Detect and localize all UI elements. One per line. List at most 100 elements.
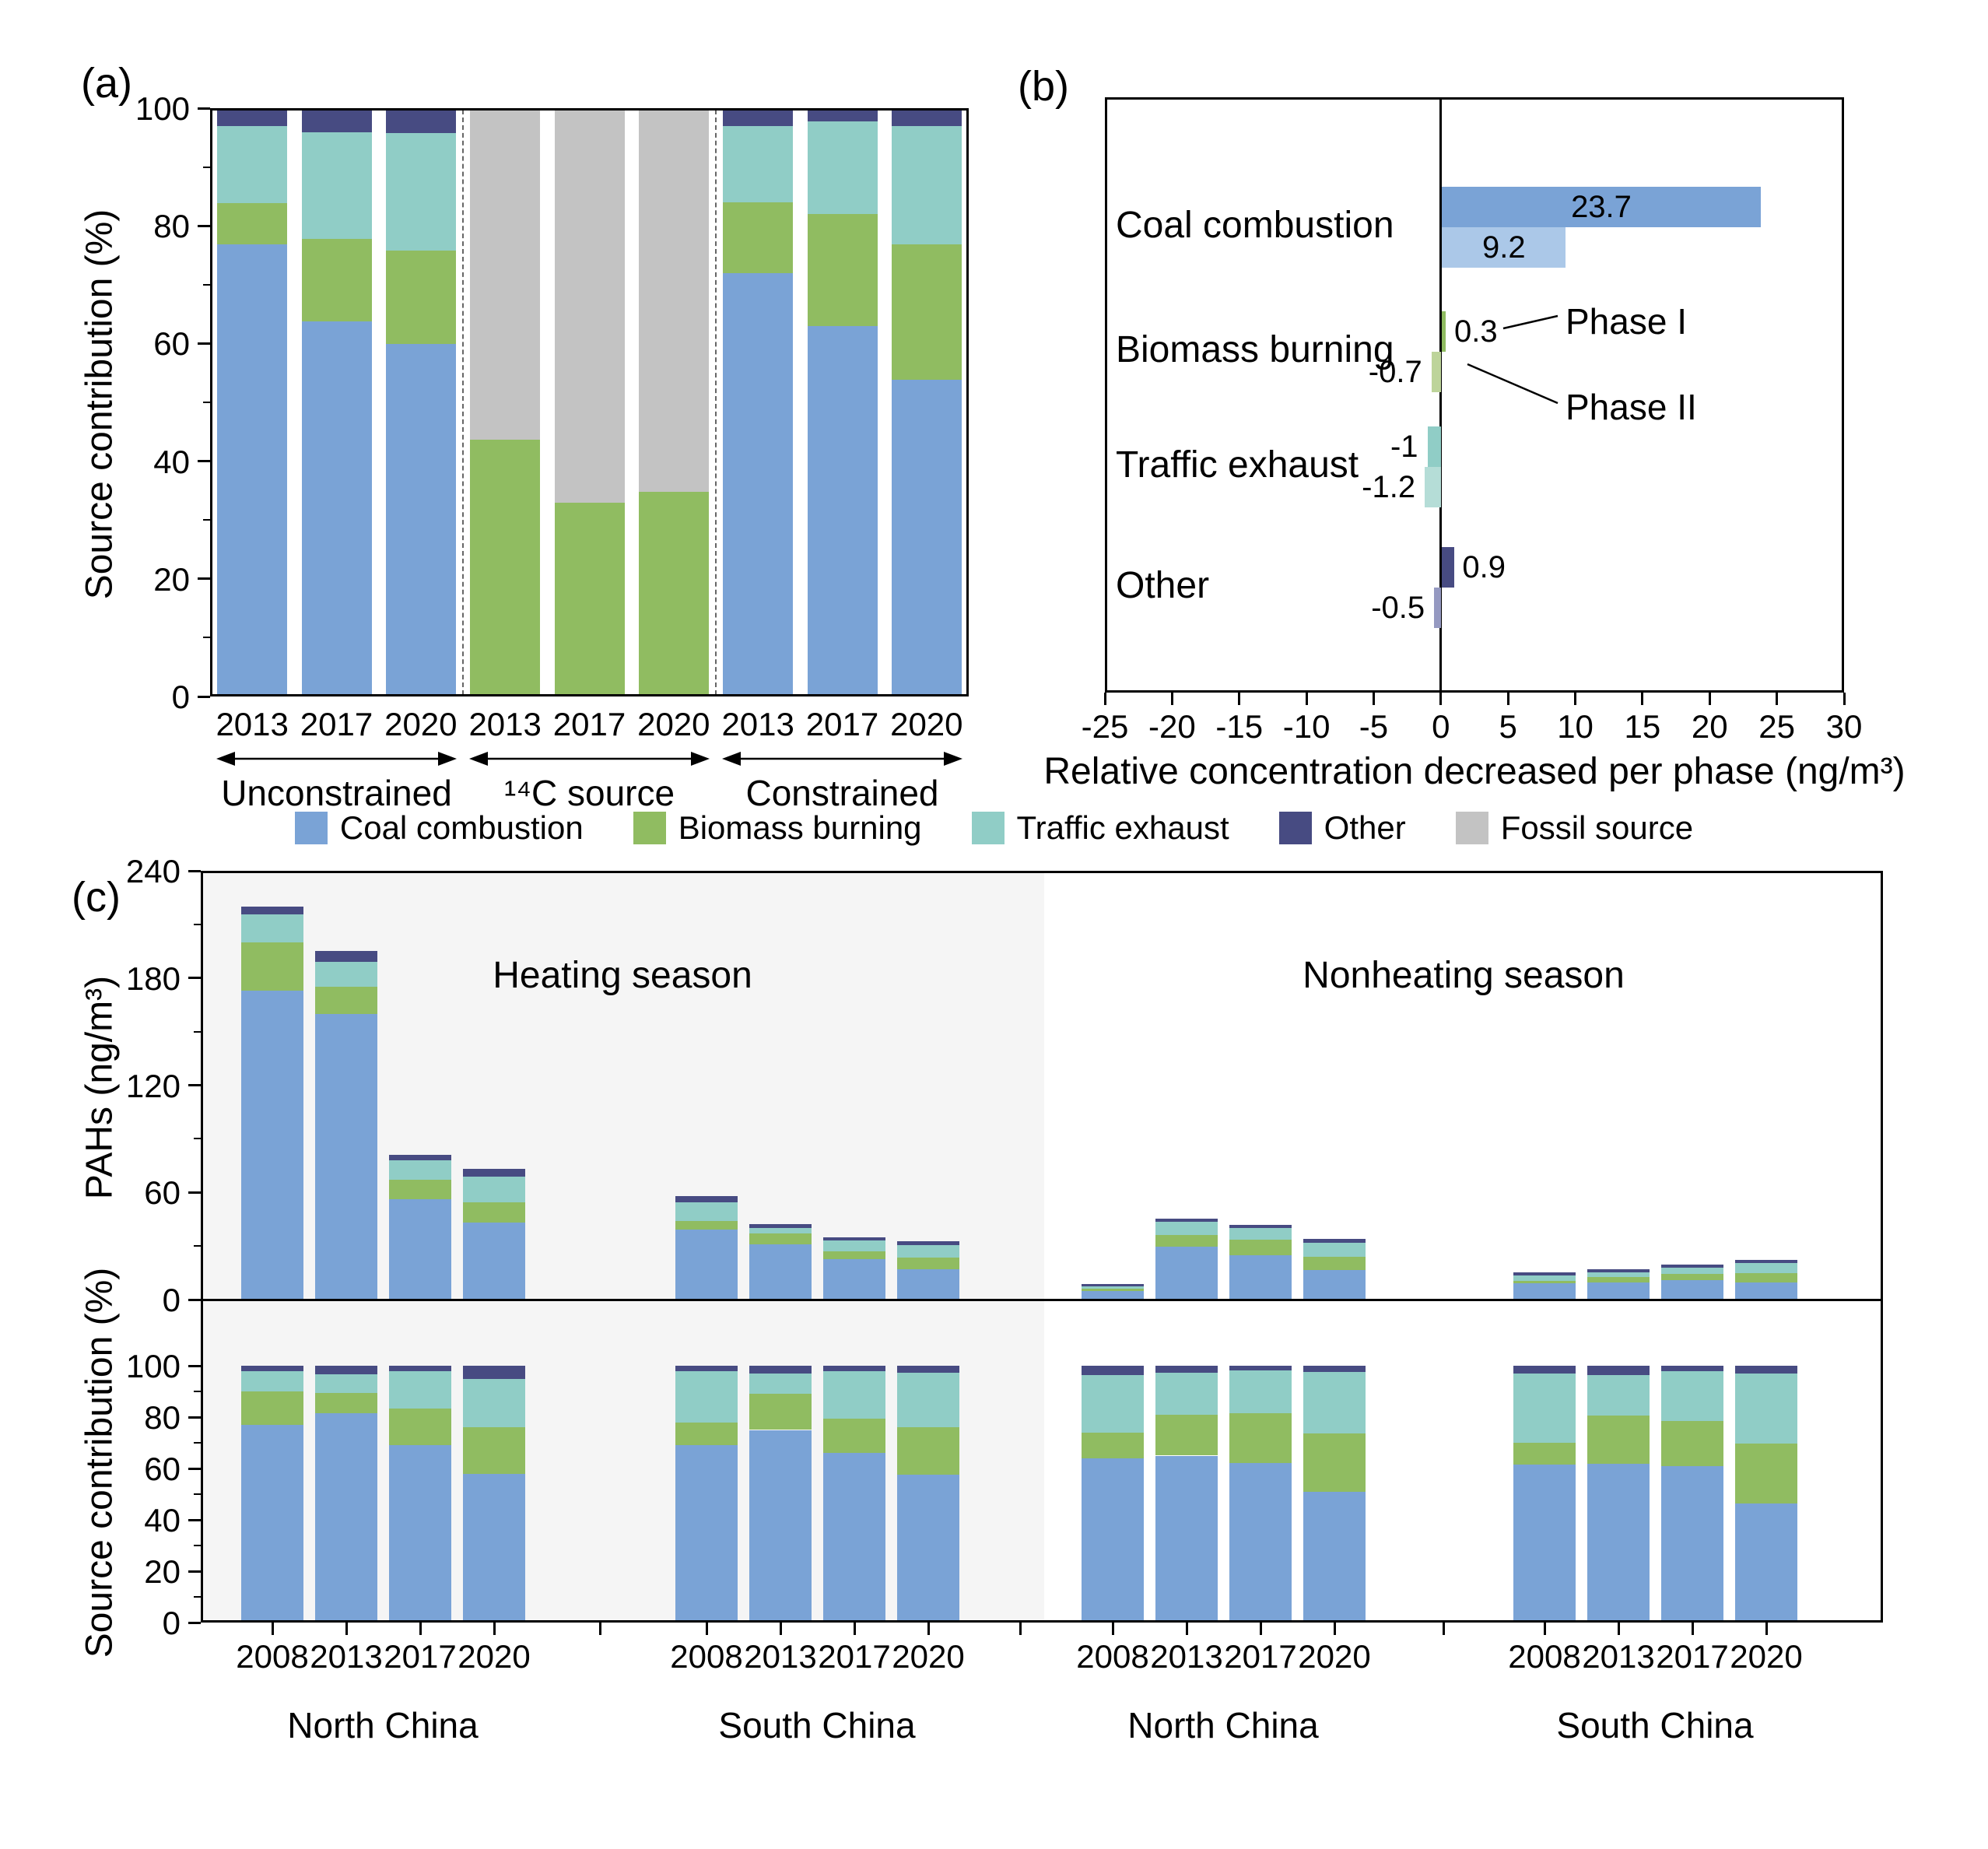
pahs-bar-segment-biomass-burning	[1587, 1277, 1650, 1282]
legend-label: Biomass burning	[678, 809, 922, 846]
panel-c-year-label: 2013	[1582, 1638, 1655, 1675]
bar-segment-biomass-burning	[807, 214, 878, 326]
panel-c-top-y-tick	[188, 1298, 201, 1301]
season-label-heating: Heating season	[493, 955, 752, 996]
panel-c-bottom-y-tick-label: 60	[144, 1451, 181, 1487]
contribution-bar-segment-coal-combustion	[1587, 1464, 1650, 1623]
contribution-bar-segment-traffic-exhaust	[1082, 1374, 1144, 1433]
bar-coal-combustion-phase-ii	[1442, 227, 1566, 268]
bar-segment-traffic-exhaust	[807, 121, 878, 215]
panel-c-gap-tick	[599, 1623, 601, 1635]
pahs-bar-segment-coal-combustion	[897, 1268, 959, 1300]
contribution-bar-segment-biomass-burning	[1513, 1443, 1576, 1465]
pahs-bar-segment-biomass-burning	[1155, 1235, 1218, 1247]
panel-a-y-minor-tick	[203, 637, 210, 639]
contribution-bar-segment-biomass-burning	[749, 1394, 812, 1430]
panel-c-top-y-tick	[188, 1084, 201, 1086]
panel-c-year-label: 2013	[310, 1638, 383, 1675]
contribution-bar-segment-traffic-exhaust	[315, 1374, 377, 1393]
panel-a-y-tick-label: 60	[153, 325, 190, 363]
contribution-bar-segment-other	[1513, 1366, 1576, 1374]
bar-segment-biomass-burning	[301, 238, 372, 321]
pahs-bar-segment-other	[1229, 1224, 1292, 1229]
contribution-bar-segment-other	[241, 1366, 303, 1371]
contribution-bar-segment-other	[1587, 1366, 1650, 1376]
pahs-bar-segment-other	[1587, 1268, 1650, 1273]
panel-c-top-y-tick	[188, 1191, 201, 1194]
panel-c-x-tick	[927, 1623, 930, 1635]
panel-c-x-tick	[1765, 1623, 1768, 1635]
contribution-bar-segment-other	[823, 1366, 885, 1371]
panel-b-x-tick-label: 25	[1758, 708, 1795, 745]
panel-b-category-label-coal-combustion: Coal combustion	[1116, 205, 1394, 246]
panel-b-x-axis-title: Relative concentration decreased per pha…	[1043, 751, 1906, 792]
contribution-bar-segment-coal-combustion	[823, 1453, 885, 1623]
panel-c-x-tick	[1617, 1623, 1620, 1635]
bar-segment-fossil-source	[470, 108, 541, 440]
panel-c-plot-box	[201, 871, 1883, 1623]
panel-c-bottom-y-minor-tick	[194, 1391, 201, 1392]
bar-segment-other	[807, 108, 878, 121]
panel-b-x-tick	[1305, 693, 1308, 705]
region-label-north-china-heating: North China	[287, 1705, 479, 1745]
contribution-bar-segment-other	[675, 1366, 738, 1371]
panel-a-year-label: 2013	[721, 706, 794, 742]
contribution-bar-segment-biomass-burning	[1303, 1433, 1366, 1492]
panel-c-label: (c)	[72, 874, 121, 921]
bar-traffic-exhaust-phase-ii	[1425, 467, 1441, 507]
panel-c-year-label: 2020	[1730, 1638, 1803, 1675]
legend-label: Fossil source	[1500, 809, 1694, 846]
pahs-bar-segment-coal-combustion	[1229, 1254, 1292, 1300]
panel-b-category-label-other: Other	[1116, 565, 1210, 606]
bar-segment-other	[723, 108, 794, 126]
pahs-bar-segment-other	[1303, 1239, 1366, 1243]
panel-a-label: (a)	[81, 60, 132, 107]
bar-segment-coal-combustion	[807, 325, 878, 696]
panel-c-divider	[201, 1298, 1883, 1301]
panel-c-x-tick	[1691, 1623, 1694, 1635]
panel-c-x-tick	[345, 1623, 348, 1635]
pahs-bar-segment-coal-combustion	[749, 1244, 812, 1300]
panel-c-year-label: 2013	[1150, 1638, 1223, 1675]
contribution-bar-segment-other	[1155, 1366, 1218, 1373]
panel-c-top-y-tick-label: 180	[125, 960, 181, 997]
bar-segment-biomass-burning	[470, 439, 541, 696]
bar-coal-combustion-phase-i	[1442, 187, 1761, 227]
contribution-bar-segment-biomass-burning	[1735, 1443, 1797, 1503]
contribution-bar-segment-biomass-burning	[897, 1427, 959, 1475]
panel-b-x-tick-label: 0	[1432, 708, 1450, 745]
pahs-bar-segment-traffic-exhaust	[1661, 1267, 1723, 1274]
arrow-head	[469, 752, 488, 766]
panel-c-year-label: 2020	[1298, 1638, 1371, 1675]
panel-c-top-y-minor-tick	[194, 1030, 201, 1033]
bar-segment-fossil-source	[554, 108, 625, 503]
panel-a-y-tick	[198, 460, 210, 463]
bar-biomass-burning-phase-ii	[1431, 352, 1441, 392]
pahs-bar-segment-other	[749, 1224, 812, 1228]
pahs-bar-segment-other	[389, 1155, 451, 1160]
contribution-bar-segment-biomass-burning	[1155, 1414, 1218, 1456]
panel-a-y-tick-label: 100	[135, 90, 190, 127]
season-label-nonheating: Nonheating season	[1303, 955, 1625, 996]
panel-c-bottom-y-tick-label: 0	[162, 1605, 181, 1641]
pahs-bar-segment-traffic-exhaust	[1229, 1228, 1292, 1240]
pahs-bar-segment-coal-combustion	[1735, 1282, 1797, 1300]
pahs-bar-segment-traffic-exhaust	[1082, 1286, 1144, 1289]
panel-b-category-label-biomass-burning: Biomass burning	[1116, 329, 1394, 370]
legend-item-other: Other	[1278, 809, 1406, 847]
pahs-bar-segment-biomass-burning	[1735, 1273, 1797, 1282]
bar-other-phase-i	[1442, 547, 1454, 588]
pahs-bar-segment-other	[1513, 1272, 1576, 1275]
panel-b-x-tick-label: -15	[1215, 708, 1264, 745]
panel-c-bottom-y-tick	[188, 1416, 201, 1419]
panel-a-y-tick	[198, 107, 210, 110]
panel-c-bottom-y-minor-tick	[194, 1596, 201, 1598]
panel-c-x-tick	[853, 1623, 856, 1635]
panel-a-y-axis-title: Source contribution (%)	[79, 209, 121, 600]
pahs-bar-segment-other	[315, 951, 377, 963]
panel-b-category-label-traffic-exhaust: Traffic exhaust	[1116, 444, 1359, 486]
panel-b-x-tick	[1641, 693, 1644, 705]
bar-segment-fossil-source	[638, 108, 709, 492]
legend-swatch-fossil-source	[1455, 812, 1488, 844]
